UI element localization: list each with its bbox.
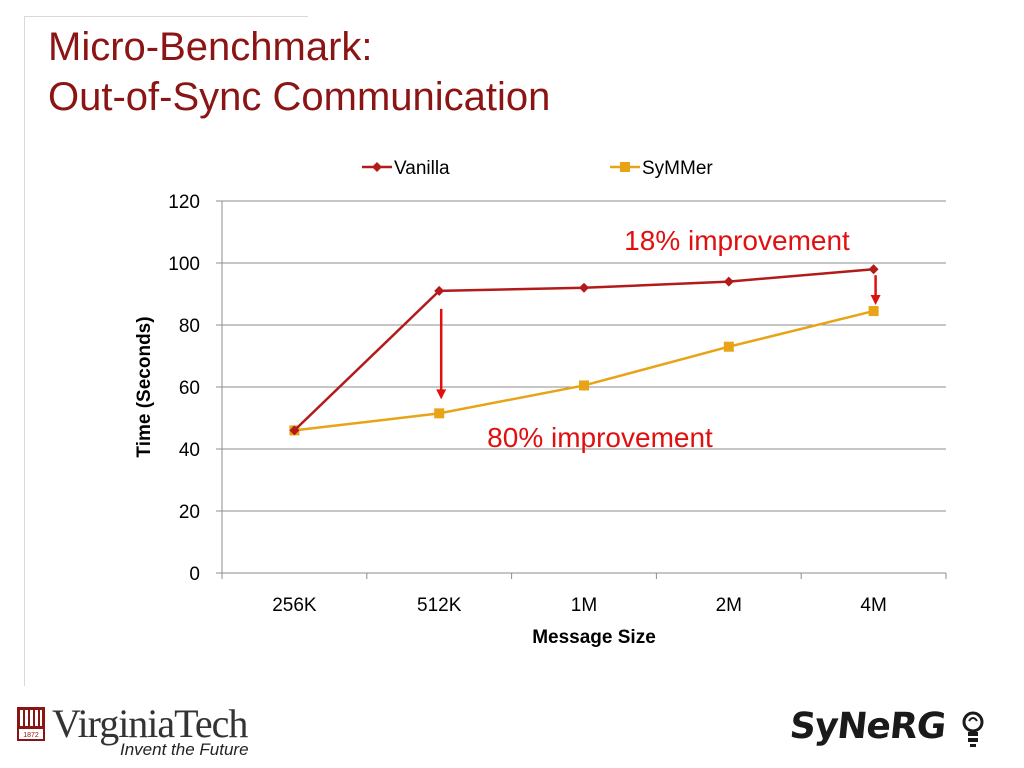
legend-marker xyxy=(620,162,630,172)
y-tick-label: 60 xyxy=(179,378,200,399)
x-axis-title: Message Size xyxy=(532,627,656,648)
data-point-symmer xyxy=(579,380,589,391)
y-tick-label: 80 xyxy=(179,316,200,337)
synerg-logo: SyNeRG xyxy=(787,706,990,756)
improvement-arrow-4m-head xyxy=(870,295,881,306)
x-tick-label: 2M xyxy=(716,595,742,616)
x-tick-label: 512K xyxy=(417,595,462,616)
data-point-symmer xyxy=(434,408,445,419)
legend-label: SyMMer xyxy=(642,158,713,179)
y-tick-label: 40 xyxy=(179,440,200,461)
y-axis-title: Time (Seconds) xyxy=(134,316,155,457)
y-tick-label: 120 xyxy=(168,192,200,213)
y-tick-label: 100 xyxy=(168,254,200,275)
y-tick-label: 20 xyxy=(179,502,200,523)
virginia-tech-logo: 1872 VirginiaTech Invent the Future xyxy=(16,700,276,764)
synerg-wordmark: SyNeRG xyxy=(787,706,948,747)
x-tick-label: 256K xyxy=(272,595,317,616)
slide-title: Micro-Benchmark: Out-of-Sync Communicati… xyxy=(48,22,550,122)
data-point-vanilla xyxy=(723,276,734,287)
legend-marker xyxy=(372,162,382,172)
x-tick-label: 1M xyxy=(571,595,597,616)
slide-frame-top xyxy=(24,16,308,17)
data-point-vanilla xyxy=(289,425,300,436)
annotation-label: 80% improvement xyxy=(487,422,713,453)
annotation-label: 18% improvement xyxy=(624,225,850,256)
x-tick-label: 4M xyxy=(860,595,886,616)
slide-frame-left xyxy=(24,16,25,686)
y-tick-label: 0 xyxy=(189,564,200,585)
legend-label: Vanilla xyxy=(394,158,450,179)
slide-title-line-1: Micro-Benchmark: xyxy=(48,25,373,69)
slide-title-line-2: Out-of-Sync Communication xyxy=(48,75,551,119)
virginia-tech-wordmark: VirginiaTech xyxy=(52,701,248,746)
data-point-symmer xyxy=(723,341,734,352)
data-point-vanilla xyxy=(579,282,589,293)
series-line-vanilla xyxy=(293,267,874,432)
series-line-symmer xyxy=(294,309,874,432)
vt-seal-icon: 1872 xyxy=(17,707,45,741)
lightbulb-icon xyxy=(962,711,984,747)
data-point-symmer xyxy=(868,306,879,317)
improvement-arrow-512k-head xyxy=(436,389,447,400)
data-point-vanilla xyxy=(868,264,879,275)
virginia-tech-tagline: Invent the Future xyxy=(120,740,249,759)
data-point-vanilla xyxy=(434,285,445,296)
vt-seal-year: 1872 xyxy=(23,732,39,739)
